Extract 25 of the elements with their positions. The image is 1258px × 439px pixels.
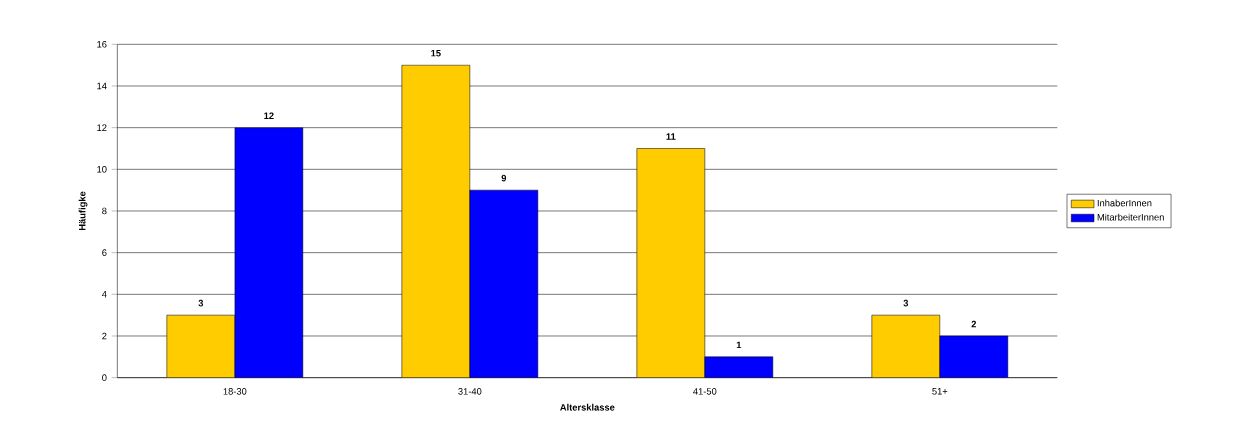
y-axis-title: Häufigke bbox=[78, 191, 88, 231]
y-tick-label: 4 bbox=[101, 291, 107, 298]
y-tick-label: 8 bbox=[102, 207, 107, 215]
legend-label: InhaberInnen bbox=[1097, 199, 1152, 207]
x-tick-label: 51+ bbox=[932, 388, 948, 395]
y-tick-label: 16 bbox=[97, 41, 107, 48]
x-axis-title: Altersklasse bbox=[560, 403, 615, 411]
x-tick-label: 41-50 bbox=[693, 388, 717, 395]
x-tick-label: 31-40 bbox=[458, 388, 482, 395]
data-label: 9 bbox=[501, 174, 507, 182]
data-label: 15 bbox=[431, 49, 441, 57]
y-tick-label: 14 bbox=[97, 82, 107, 90]
y-tick-label: 0 bbox=[102, 374, 107, 381]
x-tick-label: 18-30 bbox=[223, 388, 247, 395]
data-label: 11 bbox=[666, 133, 676, 140]
y-tick-label: 6 bbox=[102, 249, 107, 256]
data-label: 2 bbox=[971, 320, 977, 328]
y-tick-label: 10 bbox=[97, 166, 107, 173]
legend-label: MitarbeiterInnen bbox=[1097, 213, 1164, 221]
data-label: 12 bbox=[264, 112, 274, 119]
y-tick-label: 12 bbox=[97, 124, 107, 131]
data-label: 3 bbox=[198, 299, 204, 307]
data-label: 1 bbox=[736, 341, 742, 349]
data-label: 3 bbox=[903, 299, 909, 307]
y-tick-label: 2 bbox=[102, 332, 107, 340]
